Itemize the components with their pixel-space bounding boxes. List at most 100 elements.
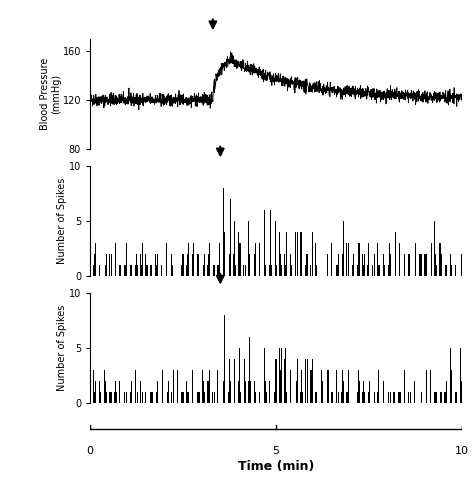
Bar [207, 381, 208, 403]
Bar [275, 359, 276, 403]
Bar [249, 337, 250, 403]
Bar [347, 392, 348, 403]
Bar [197, 392, 198, 403]
Bar [321, 370, 322, 403]
Bar [295, 232, 296, 276]
Y-axis label: Number of Spikes: Number of Spikes [57, 178, 67, 264]
Bar [409, 254, 410, 276]
Bar [147, 265, 148, 276]
Bar [441, 392, 442, 403]
Bar [111, 392, 112, 403]
Bar [440, 243, 441, 276]
Bar [441, 254, 442, 276]
Bar [286, 232, 287, 276]
Bar [249, 254, 250, 276]
Bar [183, 254, 184, 276]
Bar [255, 392, 256, 403]
Bar [95, 243, 96, 276]
Bar [198, 392, 199, 403]
Bar [292, 392, 293, 403]
Bar [104, 370, 105, 403]
Bar [265, 381, 266, 403]
Bar [389, 243, 390, 276]
Bar [152, 392, 153, 403]
Bar [98, 392, 99, 403]
Bar [454, 392, 455, 403]
Bar [305, 359, 306, 403]
Bar [404, 254, 405, 276]
Bar [181, 392, 182, 403]
Y-axis label: Blood Pressure
(mmHg): Blood Pressure (mmHg) [39, 57, 61, 130]
Bar [388, 265, 389, 276]
Bar [384, 265, 385, 276]
Bar [259, 392, 260, 403]
Bar [279, 232, 280, 276]
Bar [456, 392, 457, 403]
Bar [285, 265, 286, 276]
Bar [327, 254, 328, 276]
Bar [309, 359, 310, 403]
Bar [230, 381, 231, 403]
Bar [115, 381, 116, 403]
Bar [383, 254, 384, 276]
Bar [357, 392, 358, 403]
Bar [110, 392, 111, 403]
Bar [240, 243, 241, 276]
Bar [137, 392, 138, 403]
Bar [461, 254, 462, 276]
Bar [130, 392, 131, 403]
Bar [445, 265, 446, 276]
Bar [351, 370, 352, 403]
Bar [220, 392, 221, 403]
Bar [431, 243, 432, 276]
Bar [188, 392, 189, 403]
Bar [135, 265, 136, 276]
Bar [229, 254, 230, 276]
Bar [362, 392, 363, 403]
Bar [450, 254, 451, 276]
Bar [382, 243, 383, 276]
Bar [239, 243, 240, 276]
Bar [224, 315, 225, 403]
Bar [342, 370, 343, 403]
Bar [411, 243, 412, 276]
Bar [372, 265, 373, 276]
Bar [223, 188, 224, 276]
Bar [447, 370, 448, 403]
Bar [141, 265, 142, 276]
Bar [171, 254, 172, 276]
Bar [444, 392, 445, 403]
Bar [94, 254, 95, 276]
Bar [120, 265, 121, 276]
Bar [246, 210, 247, 276]
Bar [338, 392, 339, 403]
Bar [358, 370, 359, 403]
Bar [134, 265, 135, 276]
Bar [460, 348, 461, 403]
Bar [91, 254, 92, 276]
Bar [365, 265, 366, 276]
Bar [451, 265, 452, 276]
Bar [289, 254, 290, 276]
Bar [146, 265, 147, 276]
Bar [244, 359, 245, 403]
Bar [335, 254, 336, 276]
Bar [280, 254, 281, 276]
Bar [280, 370, 281, 403]
Bar [353, 254, 354, 276]
Bar [204, 254, 205, 276]
Bar [337, 265, 338, 276]
Bar [145, 254, 146, 276]
Bar [359, 243, 360, 276]
Bar [299, 265, 300, 276]
Bar [193, 243, 194, 276]
Bar [204, 392, 205, 403]
Bar [276, 265, 277, 276]
Bar [210, 381, 211, 403]
Bar [270, 210, 271, 276]
Bar [115, 243, 116, 276]
Bar [131, 265, 132, 276]
Bar [219, 243, 220, 276]
Bar [312, 232, 313, 276]
Bar [243, 265, 244, 276]
